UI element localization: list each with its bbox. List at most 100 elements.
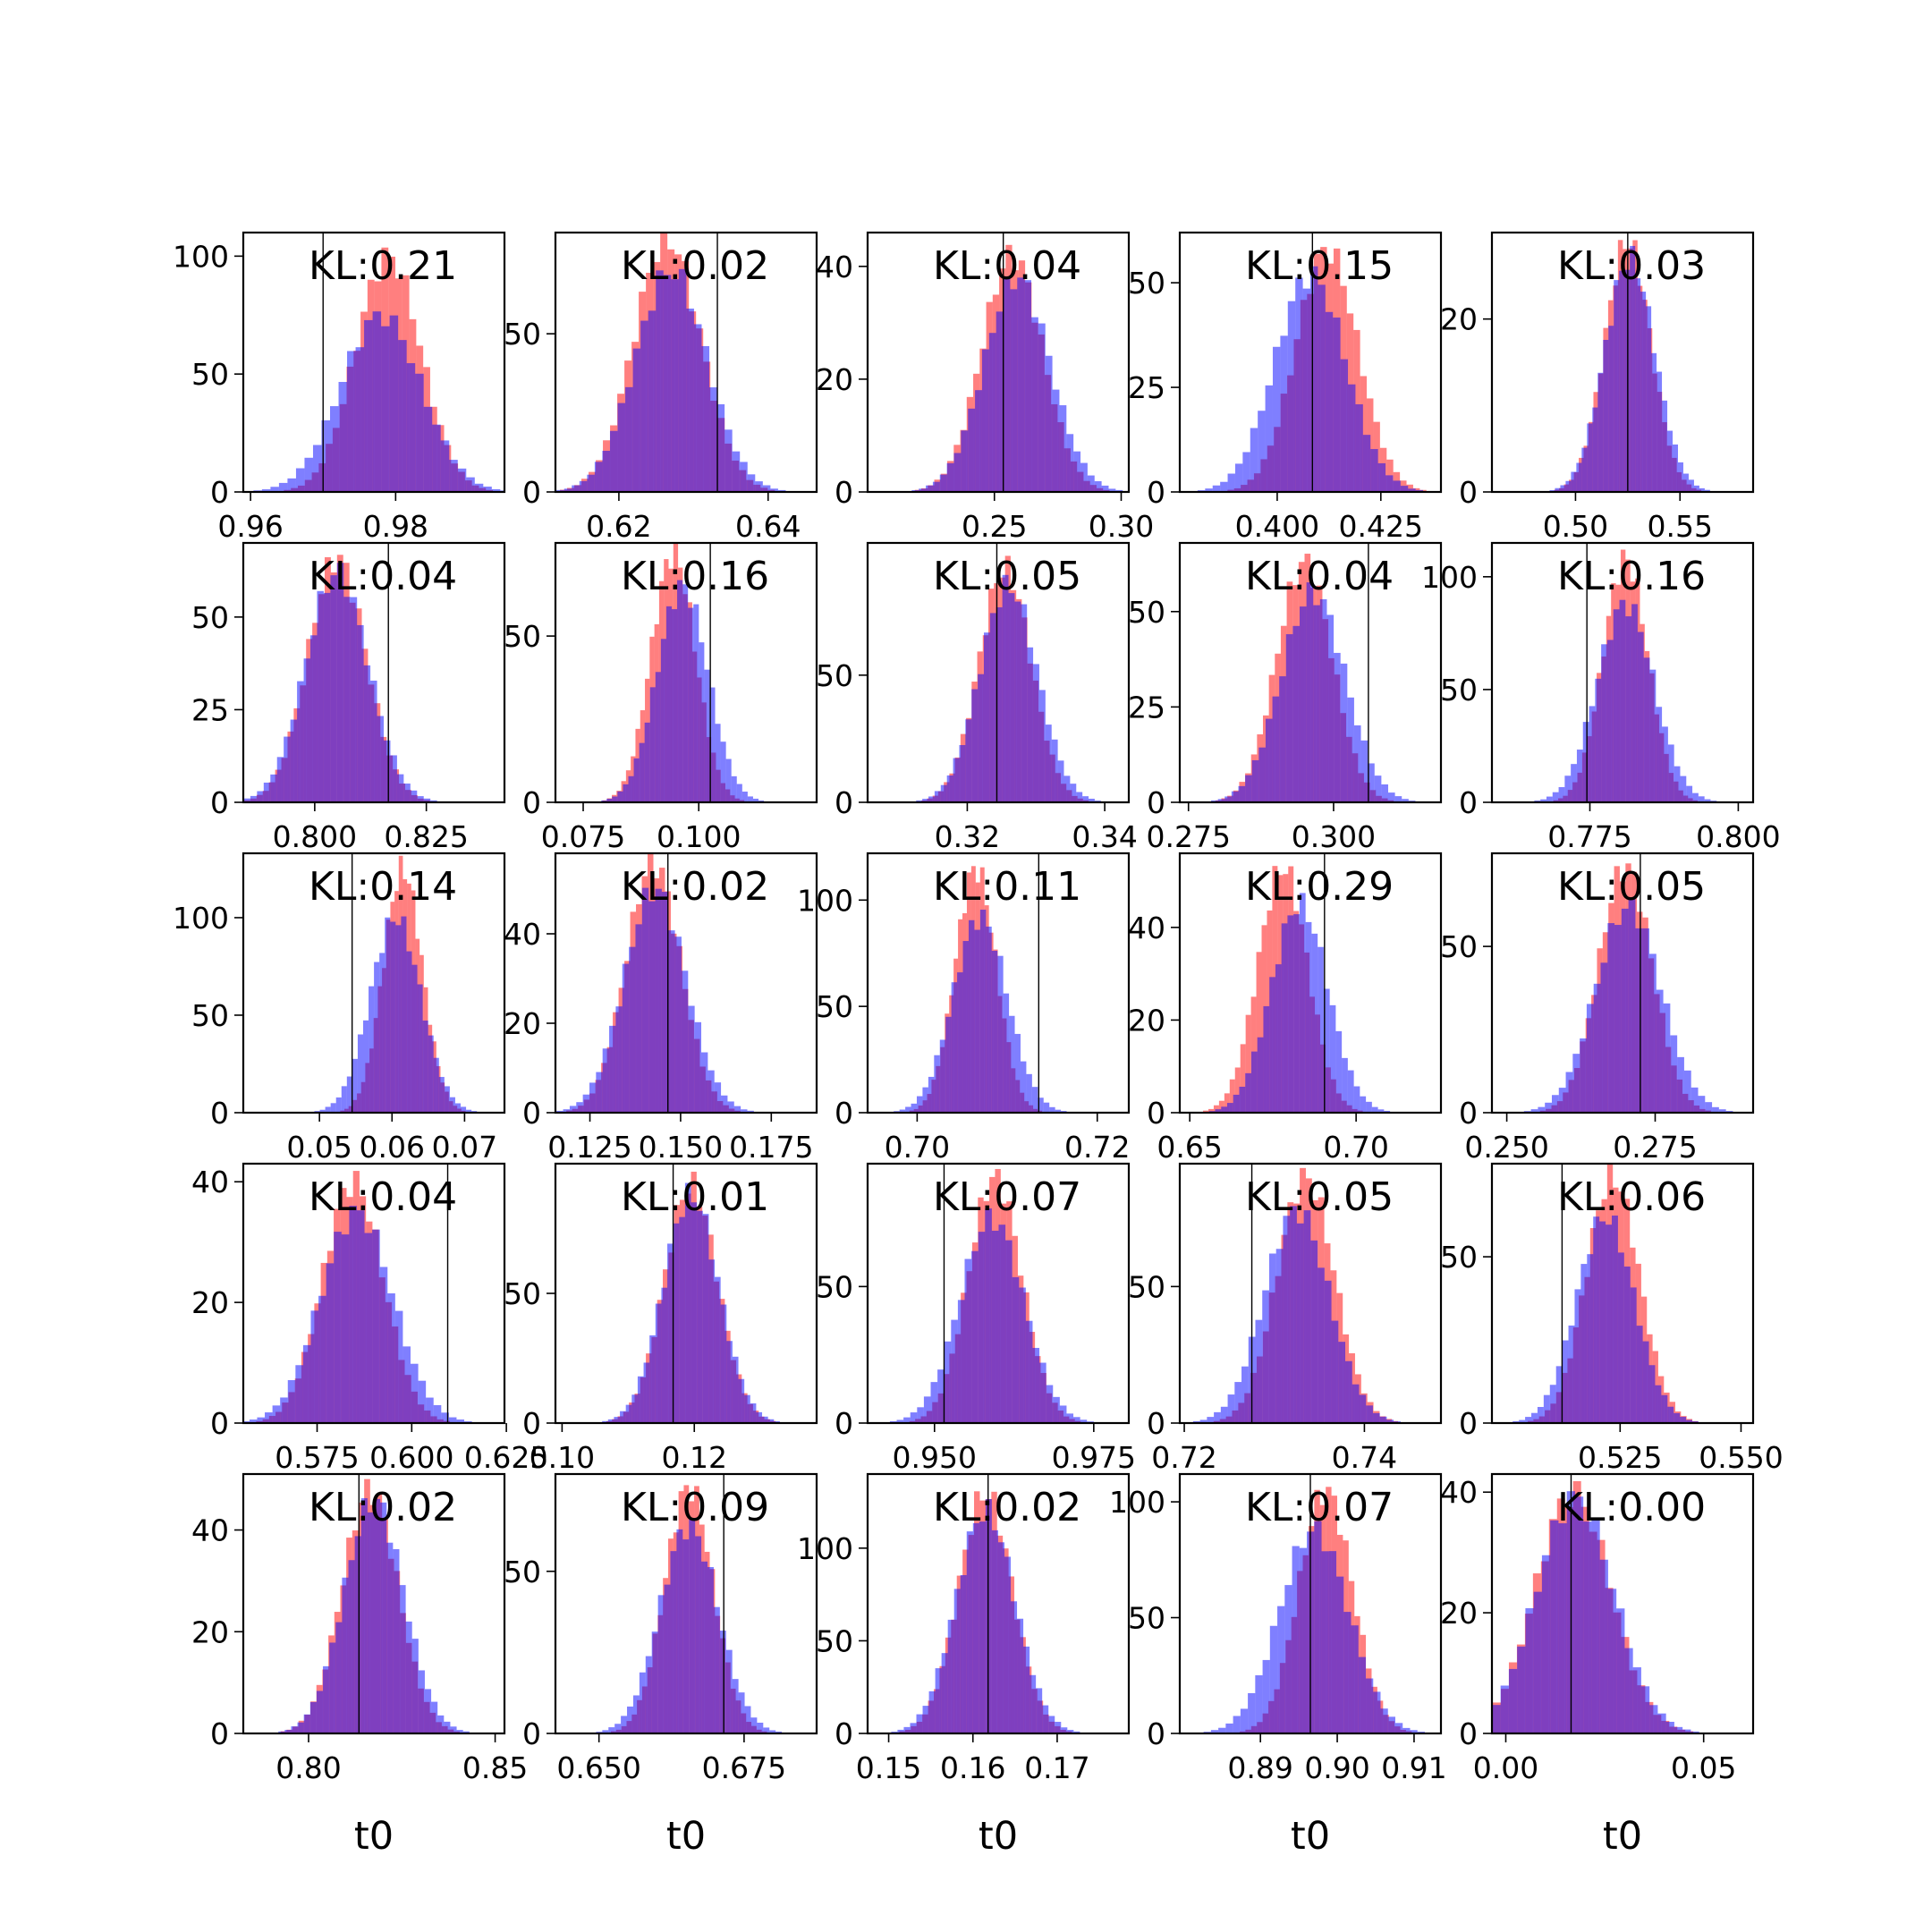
hist-bar-blue <box>985 1208 992 1423</box>
hist-bar-blue <box>1670 1035 1678 1113</box>
x-tick-label: 0.600 <box>369 1440 453 1475</box>
hist-bar-blue <box>389 315 399 492</box>
hist-bar-blue <box>944 1341 952 1423</box>
hist-bar-blue <box>928 796 935 802</box>
hist-bar-blue <box>1255 1319 1263 1423</box>
axes-frame <box>1490 1162 1755 1425</box>
hist-bar-blue <box>1262 1290 1269 1423</box>
hist-bar-blue <box>310 635 318 802</box>
y-tick-label: 100 <box>1109 1485 1165 1520</box>
hist-bar-blue <box>1597 372 1604 492</box>
hist-bar-blue <box>316 1690 324 1733</box>
hist-bar-blue <box>411 964 418 1113</box>
hist-bar-blue <box>1607 923 1615 1113</box>
hist-bar-blue <box>406 363 416 492</box>
hist-bar-blue <box>935 1668 942 1733</box>
hist-bar-blue <box>1250 428 1258 492</box>
hist-bar-blue <box>415 373 424 492</box>
hist-bar-blue <box>1358 1657 1367 1733</box>
hist-bar-blue <box>677 580 683 802</box>
hist-bar-blue <box>1568 1325 1575 1423</box>
hist-bar-blue <box>1587 1254 1594 1423</box>
hist-bar-blue <box>1550 1520 1559 1733</box>
hist-bar-blue <box>287 1380 296 1423</box>
hist-bar-blue <box>714 1082 722 1113</box>
hist-bar-blue <box>1272 696 1280 802</box>
hist-bar-blue <box>699 642 705 802</box>
hist-bar-blue <box>1214 1411 1221 1423</box>
hist-bar-blue <box>1324 1280 1332 1423</box>
y-tick-label: 50 <box>1440 1240 1478 1275</box>
x-tick-label: 0.06 <box>360 1130 425 1165</box>
hist-bar-blue <box>437 1715 445 1733</box>
hist-bar-blue <box>966 1531 973 1733</box>
hist-bar-blue <box>1224 796 1232 802</box>
hist-bar-blue <box>406 951 412 1113</box>
hist-bar-blue <box>1348 384 1356 492</box>
hist-bar-blue <box>974 929 980 1113</box>
hist-bar-blue <box>395 925 402 1113</box>
y-tick-label: 100 <box>797 1531 853 1566</box>
hist-bar-blue <box>433 1057 439 1113</box>
hist-bar-blue <box>1637 631 1644 802</box>
hist-bar-blue <box>1046 1385 1054 1423</box>
hist-bar-blue <box>418 1380 427 1423</box>
hist-bar-blue <box>928 1076 935 1113</box>
hist-bar-blue <box>1362 435 1371 492</box>
x-tick-label: 0.25 <box>962 509 1027 544</box>
hist-bar-blue <box>564 488 572 492</box>
hist-bar-blue <box>360 1498 368 1733</box>
hist-bar-blue <box>701 1052 708 1113</box>
hist-bar-blue <box>617 402 626 492</box>
hist-bar-blue <box>1555 1366 1563 1423</box>
hist-bar-blue <box>1525 1607 1534 1733</box>
hist-bar-blue <box>1061 1727 1068 1733</box>
hist-bar-blue <box>348 1560 355 1733</box>
hist-bar-blue <box>1218 1727 1226 1733</box>
hist-bar-blue <box>978 674 984 802</box>
hist-bar-blue <box>1227 473 1235 492</box>
hist-bar-blue <box>1630 1287 1637 1423</box>
hist-bar-blue <box>1255 1674 1263 1733</box>
hist-bar-blue <box>1049 1106 1055 1113</box>
y-tick-label: 0 <box>210 1096 229 1131</box>
hist-bar-blue <box>1080 462 1088 492</box>
y-tick-label: 50 <box>816 1623 853 1658</box>
hist-bar-blue <box>747 796 753 802</box>
hist-bar-blue <box>684 1182 691 1423</box>
hist-bar-blue <box>625 1404 632 1423</box>
subplot-1-3: 0.25 0.30 0 20 40 KL:0.04 <box>816 231 1154 544</box>
subplot-3-3: 0.70 0.72 0 50 100 KL:0.11 <box>797 852 1131 1165</box>
hist-bar-blue <box>381 326 390 492</box>
hist-bar-blue <box>708 1259 716 1423</box>
hist-bar-blue <box>1010 289 1018 492</box>
hist-bar-blue <box>461 1106 467 1113</box>
kl-label: KL:0.02 <box>621 243 769 289</box>
kl-label: KL:0.04 <box>309 554 457 599</box>
x-tick-label: 0.825 <box>384 819 468 854</box>
hist-bar-blue <box>1555 487 1561 492</box>
hist-bar-blue <box>1329 1004 1336 1113</box>
hist-bar-blue <box>1656 707 1663 802</box>
hist-bar-blue <box>1280 335 1288 492</box>
kl-label: KL:0.07 <box>1245 1485 1394 1530</box>
y-tick-label: 20 <box>1440 1596 1478 1631</box>
hist-bar-blue <box>648 310 657 492</box>
hist-bar-blue <box>1281 923 1288 1113</box>
hist-bar-blue <box>1325 311 1334 492</box>
x-tick-label: 0.50 <box>1543 509 1608 544</box>
hist-bar-blue <box>1248 1692 1256 1733</box>
hist-bar-blue <box>1613 609 1620 802</box>
hist-bar-blue <box>1019 1287 1026 1423</box>
hist-bar-blue <box>1318 284 1326 492</box>
hist-bar-blue <box>621 1716 628 1733</box>
hist-bar-blue <box>709 687 716 802</box>
hist-bar-blue <box>448 1417 457 1423</box>
hist-bar-blue <box>1492 1705 1501 1733</box>
hist-bar-blue <box>1347 697 1354 802</box>
x-tick-label: 0.80 <box>275 1750 341 1785</box>
hist-bar-blue <box>1394 1723 1403 1733</box>
hist-bar-blue <box>321 419 331 492</box>
hist-bar-blue <box>374 1498 381 1733</box>
hist-bar-blue <box>1073 1417 1080 1423</box>
